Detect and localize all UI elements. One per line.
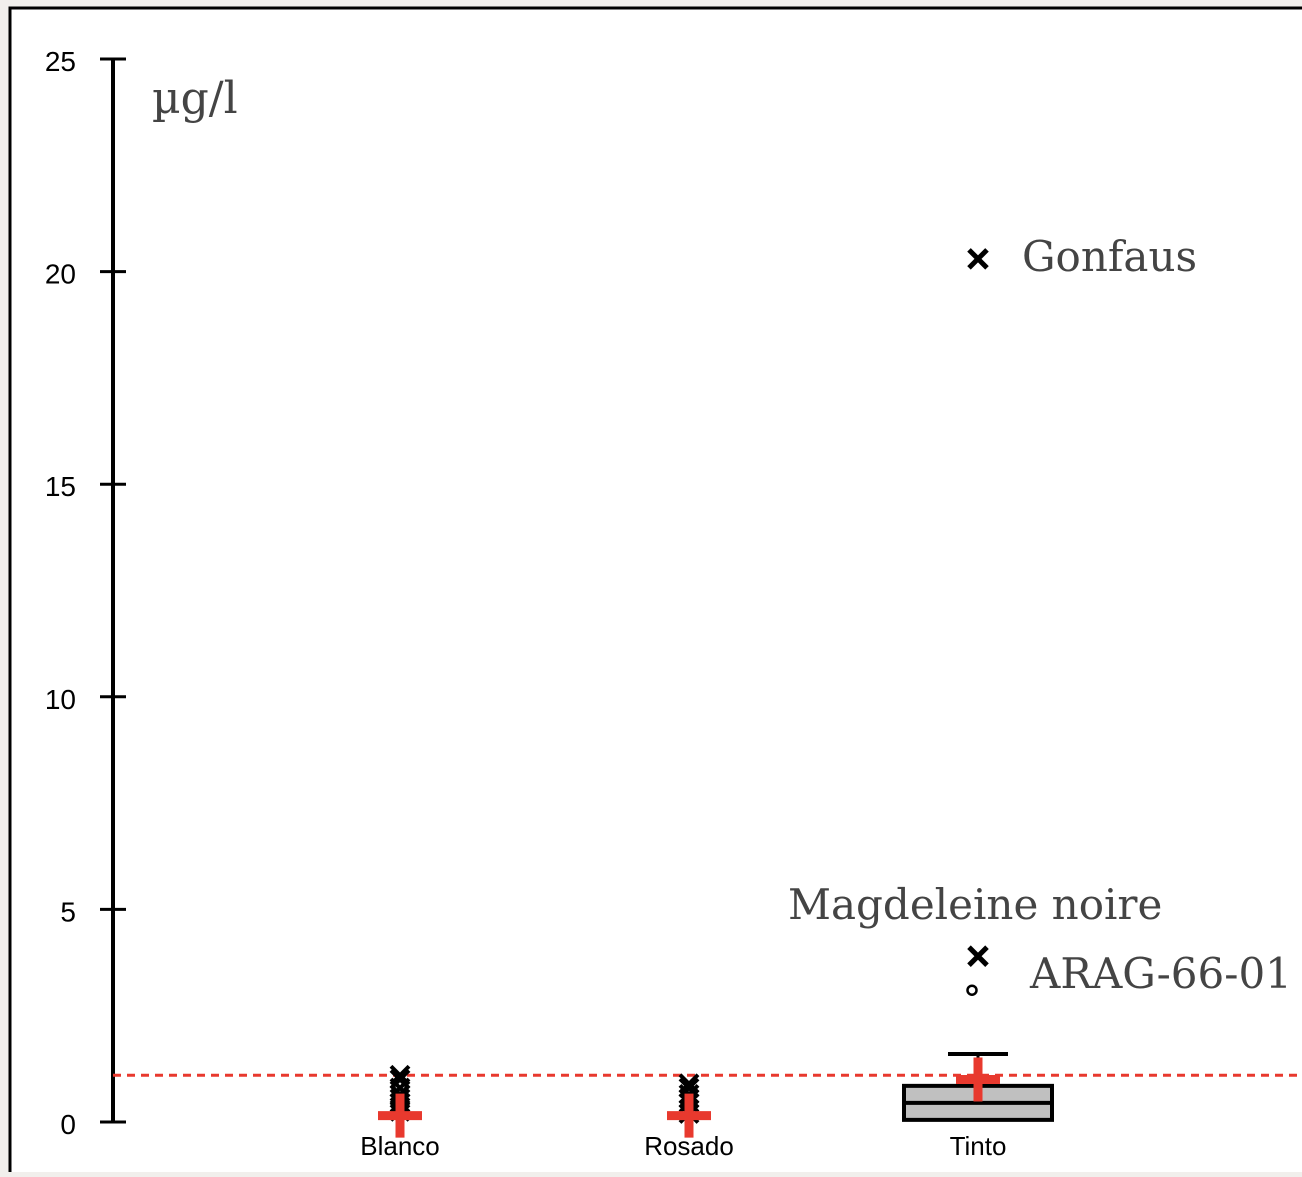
rosado-point-6-stroke-b <box>678 1073 700 1095</box>
tinto-outlier-0-label: Gonfaus <box>1022 232 1197 281</box>
rosado-point-5 <box>678 1077 700 1099</box>
unit-label: µg/l <box>152 73 238 124</box>
x-label-tinto: Tinto <box>950 1131 1007 1161</box>
y-tick-label-20: 20 <box>45 259 76 290</box>
tinto-outlier-0-marker-stroke-b <box>967 248 989 270</box>
y-tick-label-0: 0 <box>60 1109 76 1140</box>
y-tick-label-15: 15 <box>45 471 76 502</box>
mean-markers-group <box>378 1057 1000 1138</box>
blanco-point-6-stroke-b <box>389 1069 411 1090</box>
x-label-blanco: Blanco <box>360 1131 440 1161</box>
rosado-mean-marker <box>667 1093 711 1138</box>
blanco-mean-marker <box>378 1093 422 1138</box>
x-label-rosado: Rosado <box>644 1131 734 1161</box>
blanco-point-6 <box>389 1069 411 1090</box>
rosado-point-6 <box>678 1073 700 1095</box>
outliers-group: Gonfaus Magdeleine noire ARAG-66-01 <box>788 232 1292 998</box>
rosado-point-5-stroke-b <box>678 1077 700 1099</box>
blanco-point-7-stroke-b <box>389 1064 411 1086</box>
tinto-outlier-2-marker <box>966 984 978 996</box>
blanco-point-7 <box>389 1064 411 1086</box>
y-axis: 0 5 10 15 20 25 <box>45 46 126 1140</box>
x-axis-labels: Blanco Rosado Tinto <box>360 1131 1006 1161</box>
tinto-outlier-1-marker <box>967 945 989 967</box>
tinto-outlier-1-label: Magdeleine noire <box>788 880 1162 929</box>
tinto-outlier-1-marker-stroke-b <box>967 945 989 967</box>
y-tick-label-10: 10 <box>45 684 76 715</box>
plot-panel <box>8 6 1302 1177</box>
y-tick-label-25: 25 <box>45 46 76 77</box>
tinto-outlier-0-marker <box>967 248 989 270</box>
y-tick-label-5: 5 <box>60 896 76 927</box>
tinto-outlier-2-label: ARAG-66-01 <box>1029 949 1292 998</box>
tinto-mean-marker <box>956 1057 1000 1102</box>
